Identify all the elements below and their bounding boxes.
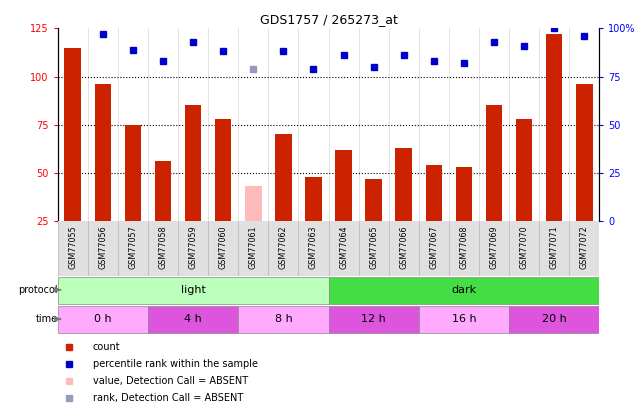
Bar bbox=[546, 34, 562, 221]
Bar bbox=[328, 277, 599, 303]
Bar bbox=[509, 307, 599, 333]
Text: 0 h: 0 h bbox=[94, 314, 112, 324]
Text: GSM77068: GSM77068 bbox=[460, 226, 469, 269]
Text: count: count bbox=[93, 342, 121, 352]
Bar bbox=[328, 307, 419, 333]
Text: GSM77059: GSM77059 bbox=[188, 226, 197, 269]
Text: GSM77056: GSM77056 bbox=[98, 226, 107, 269]
Bar bbox=[58, 307, 148, 333]
Text: rank, Detection Call = ABSENT: rank, Detection Call = ABSENT bbox=[93, 393, 243, 403]
Text: 4 h: 4 h bbox=[184, 314, 202, 324]
Bar bbox=[124, 125, 141, 221]
Text: GSM77060: GSM77060 bbox=[219, 226, 228, 269]
Bar bbox=[245, 186, 262, 221]
Text: GSM77064: GSM77064 bbox=[339, 226, 348, 269]
Bar bbox=[154, 161, 171, 221]
Bar bbox=[95, 84, 111, 221]
Text: GSM77072: GSM77072 bbox=[580, 226, 589, 269]
Text: GSM77055: GSM77055 bbox=[68, 226, 77, 269]
Text: 8 h: 8 h bbox=[274, 314, 292, 324]
Text: 20 h: 20 h bbox=[542, 314, 567, 324]
Text: percentile rank within the sample: percentile rank within the sample bbox=[93, 359, 258, 369]
Text: light: light bbox=[181, 285, 206, 295]
Bar bbox=[576, 84, 592, 221]
Text: GSM77063: GSM77063 bbox=[309, 226, 318, 269]
Text: GSM77067: GSM77067 bbox=[429, 226, 438, 269]
Text: GSM77065: GSM77065 bbox=[369, 226, 378, 269]
Text: 16 h: 16 h bbox=[452, 314, 476, 324]
Text: GSM77061: GSM77061 bbox=[249, 226, 258, 269]
Text: value, Detection Call = ABSENT: value, Detection Call = ABSENT bbox=[93, 376, 248, 386]
Bar bbox=[335, 150, 352, 221]
Text: GSM77058: GSM77058 bbox=[158, 226, 167, 269]
Bar bbox=[516, 119, 533, 221]
Bar bbox=[486, 105, 503, 221]
Bar bbox=[148, 307, 238, 333]
Text: GSM77070: GSM77070 bbox=[520, 226, 529, 269]
Bar bbox=[58, 277, 328, 303]
Text: GSM77066: GSM77066 bbox=[399, 226, 408, 269]
Bar bbox=[426, 165, 442, 221]
Bar bbox=[305, 177, 322, 221]
Bar bbox=[238, 307, 328, 333]
Bar bbox=[215, 119, 231, 221]
Text: dark: dark bbox=[451, 285, 476, 295]
Text: GSM77062: GSM77062 bbox=[279, 226, 288, 269]
Text: 12 h: 12 h bbox=[362, 314, 386, 324]
Text: GSM77057: GSM77057 bbox=[128, 226, 137, 269]
Text: protocol: protocol bbox=[18, 285, 58, 295]
Bar bbox=[365, 179, 382, 221]
Bar bbox=[65, 48, 81, 221]
Bar bbox=[185, 105, 201, 221]
Title: GDS1757 / 265273_at: GDS1757 / 265273_at bbox=[260, 13, 397, 26]
Text: time: time bbox=[35, 314, 58, 324]
Text: GSM77069: GSM77069 bbox=[490, 226, 499, 269]
Bar bbox=[395, 148, 412, 221]
Bar bbox=[456, 167, 472, 221]
Text: GSM77071: GSM77071 bbox=[550, 226, 559, 269]
Bar bbox=[419, 307, 509, 333]
Bar bbox=[275, 134, 292, 221]
